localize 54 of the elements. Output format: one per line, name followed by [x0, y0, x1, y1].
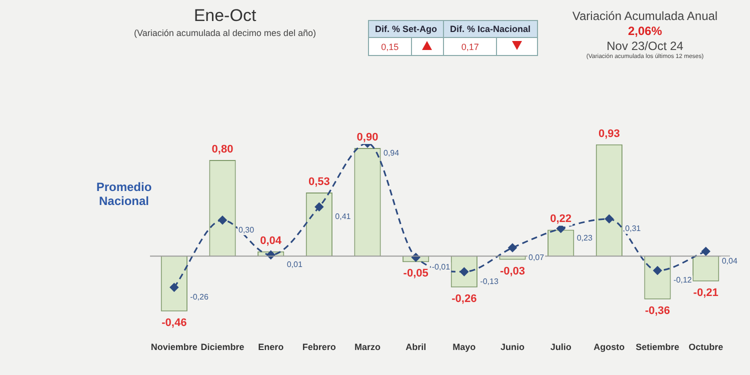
data-label: -0,12	[674, 276, 692, 285]
data-label: -0,26	[452, 292, 477, 305]
x-tick-label: Noviembre	[150, 342, 198, 352]
point	[702, 247, 710, 256]
point	[314, 202, 324, 212]
x-tick-label: Febrero	[302, 342, 336, 352]
x-tick-label: Setiembre	[636, 342, 680, 352]
point	[170, 283, 178, 292]
data-label: 0,80	[212, 144, 234, 156]
x-tick-label: Julio	[550, 342, 572, 352]
x-tick-label: Marzo	[354, 342, 381, 352]
x-tick-label: Octubre	[688, 342, 724, 352]
x-tick-label: Agosto	[594, 342, 626, 352]
text: Dif. % Ica-Nacional	[444, 20, 538, 38]
data-label: 0,04	[722, 256, 738, 266]
text: Promedio Nacional	[95, 180, 153, 208]
data-label: -0,03	[500, 265, 526, 278]
data-label: 0,94	[384, 148, 400, 158]
data-label: 0,01	[286, 260, 303, 270]
chart-title: Ene-Oct	[192, 6, 258, 26]
data-label: 0,41	[335, 212, 352, 222]
text: Variación Acumulada Anual	[571, 9, 719, 23]
point	[508, 243, 517, 252]
data-label: 0,04	[260, 234, 282, 247]
data-label: -0,01	[432, 262, 451, 272]
chart-subtitle: (Variación acumulada al decimo mes del año)	[133, 28, 317, 38]
x-tick-label: Junio	[500, 342, 525, 352]
point	[604, 214, 614, 224]
data-label: -0,36	[644, 304, 670, 317]
data-label: 0,90	[356, 132, 378, 144]
x-tick-label: Enero	[258, 342, 284, 352]
data-label: 0,30	[238, 225, 255, 234]
data-label: -0,13	[480, 276, 499, 286]
text: 0,17	[444, 38, 497, 56]
data-label: -0,26	[190, 292, 209, 302]
data-label: 0,31	[625, 224, 642, 234]
data-label: 0,93	[598, 128, 620, 140]
data-label: -0,05	[403, 268, 428, 280]
text: Nov 23/Oct 24	[606, 39, 684, 53]
data-label: 0,53	[308, 176, 330, 188]
point	[653, 266, 662, 275]
text: Dif. % Set-Ago	[368, 20, 444, 38]
text: 0,15	[368, 38, 412, 56]
point	[412, 253, 420, 262]
data-label: -0,21	[693, 286, 718, 299]
point	[218, 216, 227, 224]
data-label: 0,22	[550, 213, 572, 226]
data-label: -0,46	[162, 316, 187, 329]
x-tick-label: Mayo	[452, 342, 476, 352]
x-tick-label: Diciembre	[200, 342, 244, 352]
data-label: 0,07	[528, 252, 545, 262]
data-label: 0,23	[576, 234, 593, 243]
text: 2,06%	[626, 24, 664, 38]
x-tick-label: Abril	[406, 342, 426, 352]
